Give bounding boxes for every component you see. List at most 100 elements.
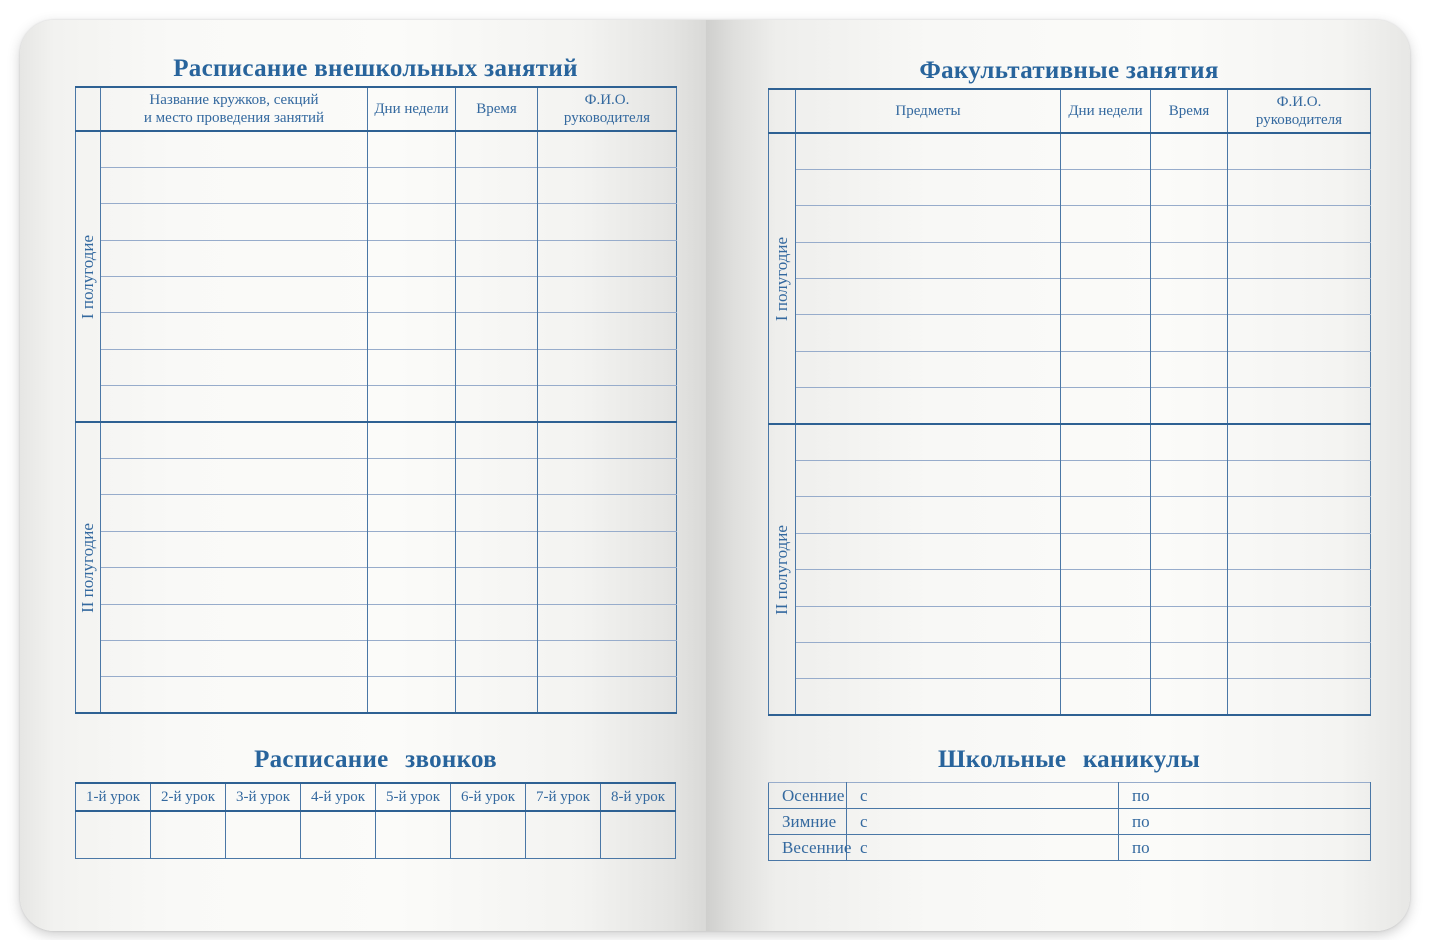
empty-cell	[455, 603, 538, 641]
empty-cell	[537, 385, 677, 424]
column-header: Дни недели	[367, 87, 456, 132]
column-header: 2-й урок	[150, 783, 226, 812]
holiday-row: Зимние с по	[768, 808, 1371, 835]
empty-cell	[537, 458, 677, 495]
empty-cell	[1227, 205, 1371, 243]
column-header: Время	[1150, 89, 1228, 134]
empty-cell	[537, 203, 677, 241]
table-row	[76, 276, 677, 313]
empty-cell	[600, 811, 676, 858]
empty-cell	[1227, 350, 1371, 388]
column-header: 7-й урок	[525, 783, 601, 812]
empty-cell	[1060, 132, 1151, 170]
empty-cell	[1150, 641, 1228, 679]
empty-cell	[1227, 132, 1371, 170]
empty-cell	[1060, 569, 1151, 607]
empty-cell	[1060, 460, 1151, 497]
empty-cell	[455, 312, 538, 350]
school-holidays-table: Осенние с по Зимние с по Весенние с по	[768, 782, 1371, 861]
holiday-from-cell: с	[846, 808, 1119, 835]
bells-empty-row	[75, 811, 676, 858]
empty-cell	[100, 421, 368, 459]
empty-cell	[100, 494, 368, 532]
empty-cell	[100, 130, 368, 168]
column-header: 1-й урок	[75, 783, 151, 812]
table-row	[769, 532, 1371, 570]
empty-cell	[455, 203, 538, 241]
empty-cell	[367, 603, 456, 641]
empty-cell	[1060, 168, 1151, 206]
holidays-title: Школьные каникулы	[937, 746, 1201, 773]
table-row	[76, 603, 677, 641]
empty-cell	[1227, 168, 1371, 206]
empty-cell	[1227, 314, 1371, 352]
empty-cell	[100, 458, 368, 495]
empty-cell	[795, 460, 1061, 497]
empty-cell	[1227, 641, 1371, 679]
table-row	[76, 530, 677, 568]
empty-cell	[537, 312, 677, 350]
holiday-row: Осенние с по	[768, 782, 1371, 809]
empty-cell	[537, 567, 677, 605]
bells-header-row: 1-й урок 2-й урок 3-й урок 4-й урок 5-й урок…	[75, 783, 676, 812]
empty-cell	[100, 603, 368, 641]
right-page: Факультативные занятия Предметы Дни недел…	[20, 20, 1410, 931]
holiday-row: Весенние с по	[768, 834, 1371, 861]
empty-cell	[100, 530, 368, 568]
table-row	[76, 567, 677, 605]
table-row	[76, 312, 677, 350]
extracurricular-schedule-table: Название кружков, секций и место проведе…	[75, 86, 677, 715]
empty-cell	[100, 239, 368, 277]
empty-cell	[1150, 278, 1228, 315]
empty-cell	[537, 603, 677, 641]
empty-cell	[367, 639, 456, 677]
empty-cell	[795, 132, 1061, 170]
holiday-from-cell: с	[846, 834, 1119, 861]
empty-cell	[455, 239, 538, 277]
column-header: 3-й урок	[225, 783, 301, 812]
empty-cell	[795, 205, 1061, 243]
holiday-season-cell: Весенние	[768, 834, 851, 861]
empty-cell	[537, 166, 677, 204]
section-label-cell: II полугодие	[768, 423, 796, 717]
empty-cell	[1060, 241, 1151, 279]
empty-cell	[1060, 641, 1151, 679]
table-row	[76, 639, 677, 677]
empty-cell	[367, 494, 456, 532]
holiday-season-cell: Осенние	[768, 782, 847, 809]
empty-cell	[1060, 605, 1151, 643]
table-row: II полугодие	[768, 423, 1371, 717]
empty-cell	[367, 312, 456, 350]
empty-cell	[100, 567, 368, 605]
empty-cell	[1150, 423, 1228, 461]
empty-cell	[1150, 205, 1228, 243]
table-row	[76, 385, 677, 424]
empty-cell	[537, 348, 677, 386]
empty-cell	[455, 385, 538, 424]
empty-cell	[1227, 241, 1371, 279]
header-row: Название кружков, секций и место проведе…	[75, 87, 677, 132]
empty-cell	[455, 421, 538, 459]
empty-cell	[455, 494, 538, 532]
empty-cell	[450, 811, 526, 858]
empty-cell	[375, 811, 451, 858]
table-row: I полугодие	[75, 130, 677, 424]
column-header: Дни недели	[1060, 89, 1151, 134]
table-row: I полугодие	[768, 132, 1371, 426]
empty-cell	[1150, 678, 1228, 717]
empty-cell	[1150, 241, 1228, 279]
empty-cell	[1060, 205, 1151, 243]
section-label: I полугодие	[772, 236, 791, 321]
column-header: 6-й урок	[450, 783, 526, 812]
table-row	[76, 239, 677, 277]
section-label: II полугодие	[772, 524, 791, 615]
empty-cell	[537, 676, 677, 715]
empty-cell	[1227, 605, 1371, 643]
empty-cell	[537, 530, 677, 568]
column-header: 4-й урок	[300, 783, 376, 812]
table-row	[769, 496, 1371, 534]
bells-title: Расписание звонков	[254, 746, 497, 773]
empty-cell	[455, 530, 538, 568]
holiday-season-cell: Зимние	[768, 808, 847, 835]
